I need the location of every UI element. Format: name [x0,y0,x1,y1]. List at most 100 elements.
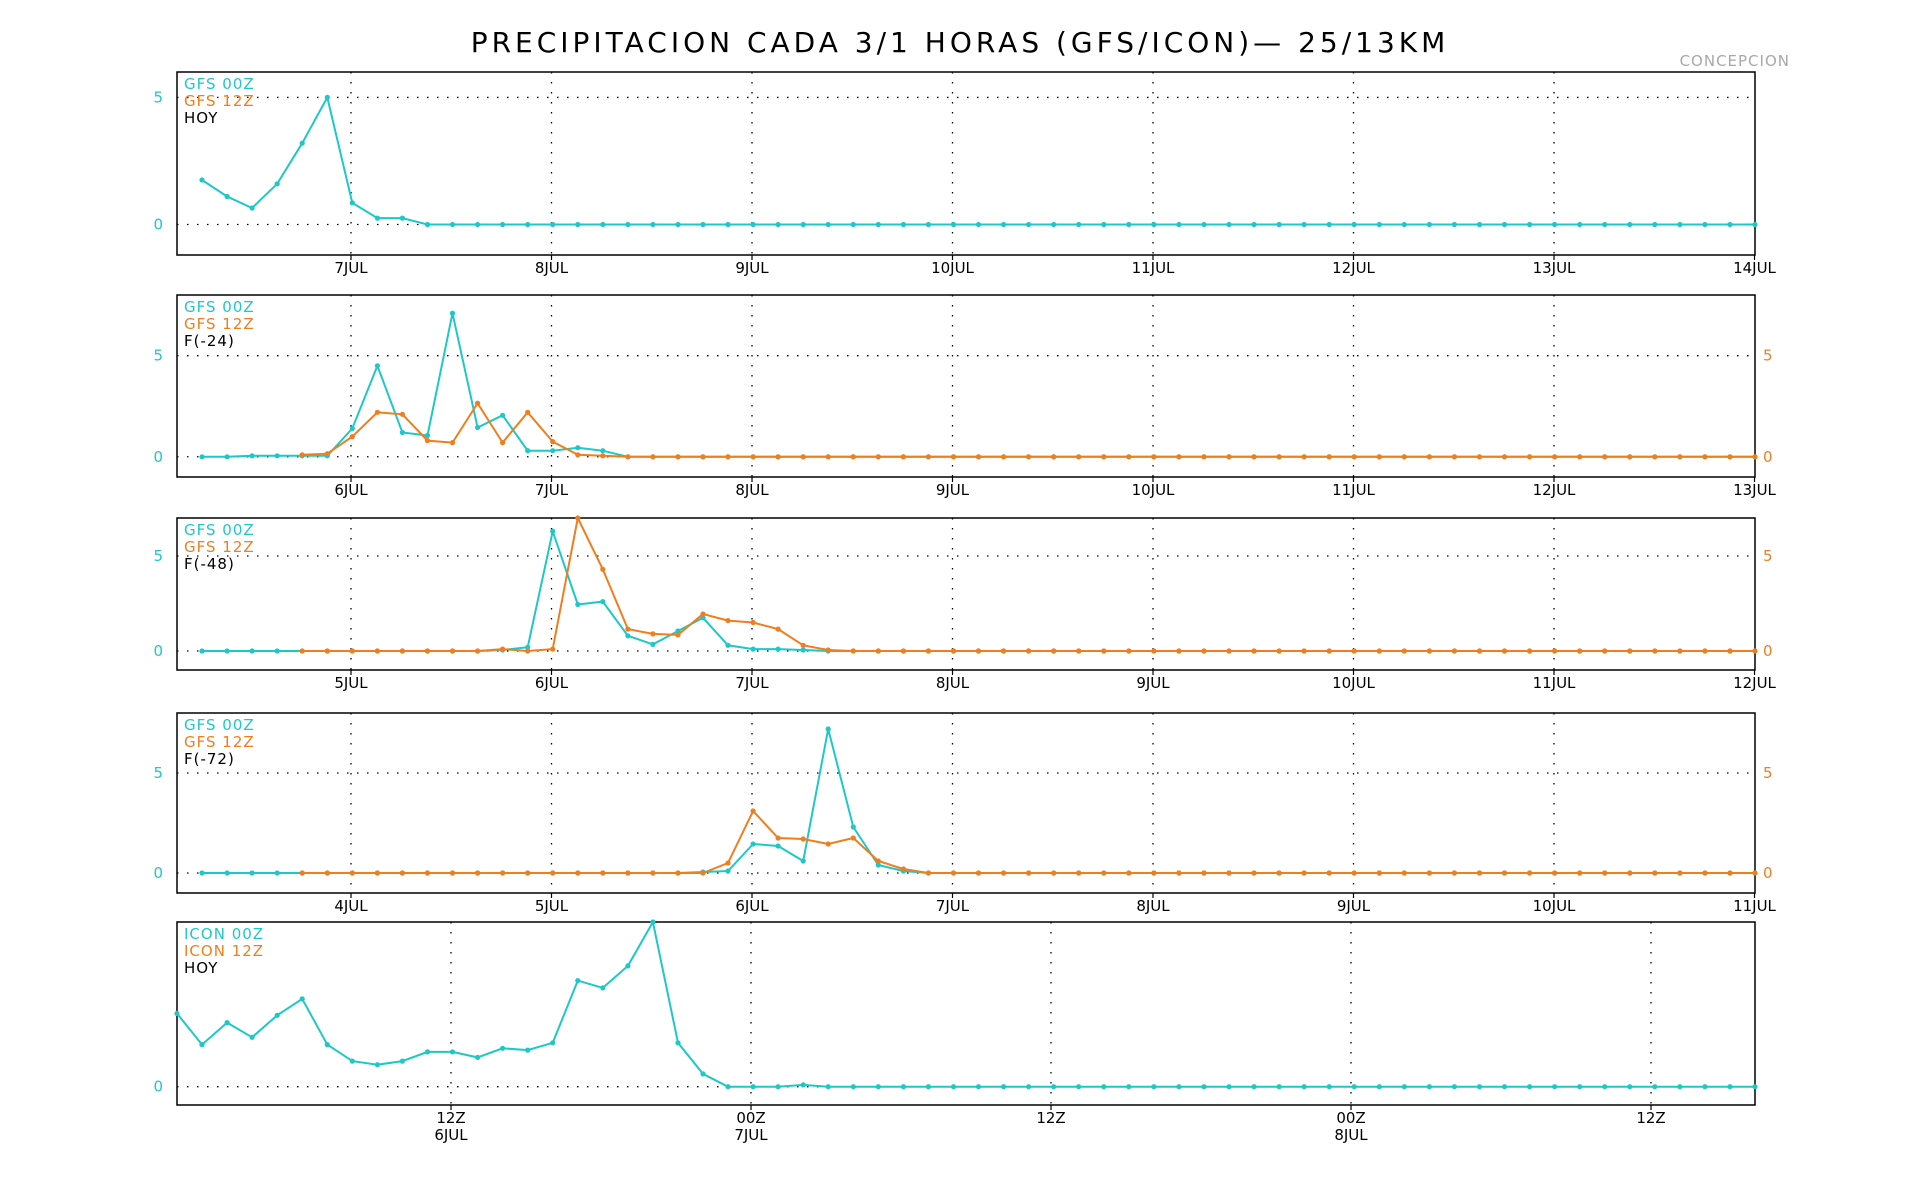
data-point-00z [825,221,831,228]
data-point-12z [500,870,506,876]
legend-entry: GFS 00Z [184,716,255,734]
data-point-12z [374,870,380,876]
data-point-12z [1752,870,1758,876]
data-point-00z [1001,221,1007,228]
data-point-12z [324,648,330,654]
data-point-12z [700,454,706,460]
data-point-00z [675,221,681,228]
data-point-12z [775,835,781,841]
data-point-12z [700,870,706,876]
data-point-12z [1501,870,1508,876]
legend-entry: F(-48) [184,555,235,573]
data-point-12z [1752,648,1758,654]
data-point-00z [575,601,581,608]
panels: 7JUL 8JUL 9JUL 10JUL 11JUL 12JUL 13JUL 14JUL 0 5 G… [153,71,1777,1144]
data-point-12z [1376,870,1382,876]
data-point-12z [550,646,556,652]
data-point-12z [1602,454,1608,460]
x-tick-label: 14JUL [1733,259,1776,277]
x-tick-label: 11JUL [1533,674,1576,692]
data-point-00z [1752,221,1758,228]
y-tick-label: 5 [153,547,163,565]
data-point-12z [625,626,631,632]
data-point-00z [600,599,606,605]
data-point-00z [825,726,831,732]
data-point-12z [600,453,606,459]
legend-entry: GFS 12Z [184,538,255,556]
data-point-12z [600,870,606,876]
data-point-12z [1226,870,1232,876]
data-point-00z [600,448,606,454]
data-point-00z [550,448,556,454]
data-point-00z [1426,221,1432,228]
data-point-12z [324,451,330,457]
data-point-12z [1276,870,1282,876]
data-point-00z [349,200,355,206]
data-point-00z [224,1020,230,1026]
data-point-00z [675,628,681,634]
data-point-00z [374,215,380,221]
data-point-12z [449,870,456,876]
data-point-12z [449,648,456,654]
x-tick-label: 13JUL [1733,481,1776,499]
data-point-12z [1476,870,1483,876]
data-point-00z [575,221,581,228]
data-point-00z [1752,1084,1758,1090]
data-point-00z [424,1049,431,1055]
data-point-00z [1026,1084,1032,1090]
data-point-00z [274,453,280,459]
data-point-12z [1451,870,1457,876]
y-tick-label: 0 [153,642,163,660]
data-point-00z [274,648,280,654]
y-tick-label: 0 [153,216,163,234]
data-point-00z [500,412,506,418]
data-point-12z [1076,870,1082,876]
data-point-00z [249,648,255,654]
data-point-00z [274,181,280,187]
data-point-00z [850,1084,856,1090]
series-line-12z [302,809,1755,874]
data-point-00z [750,841,756,847]
data-point-00z [324,94,330,100]
data-point-12z [1001,870,1007,876]
data-point-00z [1176,221,1182,228]
data-point-12z [875,454,881,460]
x-subtick-label: 6JUL [434,1126,468,1144]
data-point-12z [299,452,305,458]
data-point-12z [1476,648,1483,654]
data-point-12z [550,439,556,445]
data-point-00z [1627,221,1633,228]
data-point-12z [875,858,881,864]
x-tick-label: 12Z [1036,1109,1065,1127]
data-point-00z [1126,221,1132,228]
data-point-00z [475,221,481,228]
data-point-00z [1727,1084,1733,1090]
data-point-12z [324,870,330,876]
data-point-12z [1677,648,1683,654]
data-point-00z [449,221,456,228]
data-point-00z [1677,221,1683,228]
data-point-12z [725,860,731,866]
data-point-00z [1326,1084,1332,1090]
data-point-00z [1151,221,1157,228]
data-point-12z [975,648,982,654]
data-point-00z [900,1084,907,1090]
data-point-12z [800,836,806,842]
data-point-12z [1176,454,1182,460]
data-point-00z [1527,221,1533,228]
data-point-00z [1301,221,1307,228]
data-point-12z [1201,870,1207,876]
data-point-12z [1276,454,1282,460]
data-point-00z [1501,221,1508,228]
data-point-12z [475,648,481,654]
data-point-00z [1426,1084,1432,1090]
data-point-12z [1051,870,1057,876]
data-point-00z [750,1084,756,1090]
data-point-00z [875,1084,881,1090]
data-point-12z [625,870,631,876]
data-point-12z [900,454,907,460]
data-point-12z [750,454,756,460]
data-point-00z [650,919,656,925]
